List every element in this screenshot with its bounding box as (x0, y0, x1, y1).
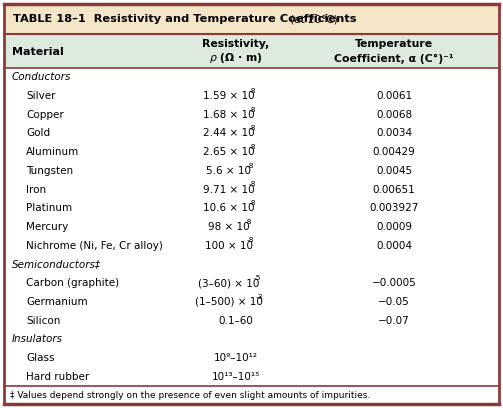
Text: Aluminum: Aluminum (26, 147, 79, 157)
Text: 10¹³–10¹⁵: 10¹³–10¹⁵ (212, 372, 260, 381)
Text: 10⁹–10¹²: 10⁹–10¹² (214, 353, 258, 363)
Text: Coefficient, α (C°)⁻¹: Coefficient, α (C°)⁻¹ (334, 53, 454, 64)
Text: 0.0034: 0.0034 (376, 129, 412, 138)
Text: 0.003927: 0.003927 (369, 203, 418, 213)
Text: Platinum: Platinum (26, 203, 72, 213)
Text: 2.44 × 10: 2.44 × 10 (203, 129, 255, 138)
Text: -8: -8 (249, 200, 257, 206)
Text: −0.07: −0.07 (378, 315, 410, 326)
Text: 0.0004: 0.0004 (376, 241, 412, 251)
Text: $\rho$ (Ω · m): $\rho$ (Ω · m) (209, 51, 263, 65)
Text: Gold: Gold (26, 129, 50, 138)
Text: -8: -8 (249, 125, 257, 131)
Text: 0.00651: 0.00651 (373, 184, 415, 195)
Text: Carbon (graphite): Carbon (graphite) (26, 278, 119, 288)
Text: Tungsten: Tungsten (26, 166, 73, 176)
Text: Silver: Silver (26, 91, 55, 101)
Text: ‡ Values depend strongly on the presence of even slight amounts of impurities.: ‡ Values depend strongly on the presence… (10, 390, 370, 399)
Text: Copper: Copper (26, 110, 64, 120)
Text: Mercury: Mercury (26, 222, 68, 232)
Text: Germanium: Germanium (26, 297, 88, 307)
Text: 5.6 × 10: 5.6 × 10 (207, 166, 252, 176)
Text: -3: -3 (256, 294, 263, 299)
Text: 0.0045: 0.0045 (376, 166, 412, 176)
Text: 1.59 × 10: 1.59 × 10 (203, 91, 255, 101)
Text: Glass: Glass (26, 353, 54, 363)
Text: Resistivity,: Resistivity, (202, 38, 270, 49)
Text: 0.1–60: 0.1–60 (219, 315, 254, 326)
Text: 1.68 × 10: 1.68 × 10 (203, 110, 255, 120)
Text: -8: -8 (246, 237, 254, 244)
Text: -5: -5 (253, 275, 261, 281)
Text: Silicon: Silicon (26, 315, 60, 326)
Text: 0.00429: 0.00429 (373, 147, 415, 157)
Text: -8: -8 (249, 106, 257, 113)
Text: (at 20°C): (at 20°C) (287, 14, 338, 24)
Text: TABLE 18–1  Resistivity and Temperature Coefficients: TABLE 18–1 Resistivity and Temperature C… (13, 14, 357, 24)
Text: Temperature: Temperature (355, 38, 433, 49)
Text: 2.65 × 10: 2.65 × 10 (203, 147, 255, 157)
Text: Conductors: Conductors (12, 72, 71, 82)
Text: -8: -8 (246, 163, 254, 169)
Text: -8: -8 (249, 144, 257, 150)
Text: 0.0009: 0.0009 (376, 222, 412, 232)
Text: Nichrome (Ni, Fe, Cr alloy): Nichrome (Ni, Fe, Cr alloy) (26, 241, 163, 251)
Text: 0.0061: 0.0061 (376, 91, 412, 101)
Text: (1–500) × 10: (1–500) × 10 (195, 297, 263, 307)
Text: 100 × 10: 100 × 10 (205, 241, 253, 251)
Text: 10.6 × 10: 10.6 × 10 (203, 203, 255, 213)
Text: 98 × 10: 98 × 10 (208, 222, 250, 232)
Text: -8: -8 (249, 88, 257, 94)
Text: Hard rubber: Hard rubber (26, 372, 89, 381)
Text: 0.0068: 0.0068 (376, 110, 412, 120)
Text: Material: Material (12, 47, 64, 57)
Text: Iron: Iron (26, 184, 46, 195)
Text: Semiconductors‡: Semiconductors‡ (12, 259, 101, 269)
Bar (4, 4, 499, 34)
Text: −0.0005: −0.0005 (372, 278, 416, 288)
Text: -8: -8 (244, 219, 252, 225)
Text: (3–60) × 10: (3–60) × 10 (198, 278, 260, 288)
Text: Insulators: Insulators (12, 334, 63, 344)
Text: −0.05: −0.05 (378, 297, 410, 307)
Bar (4, 34, 499, 68)
Text: 9.71 × 10: 9.71 × 10 (203, 184, 255, 195)
Text: -8: -8 (249, 181, 257, 187)
